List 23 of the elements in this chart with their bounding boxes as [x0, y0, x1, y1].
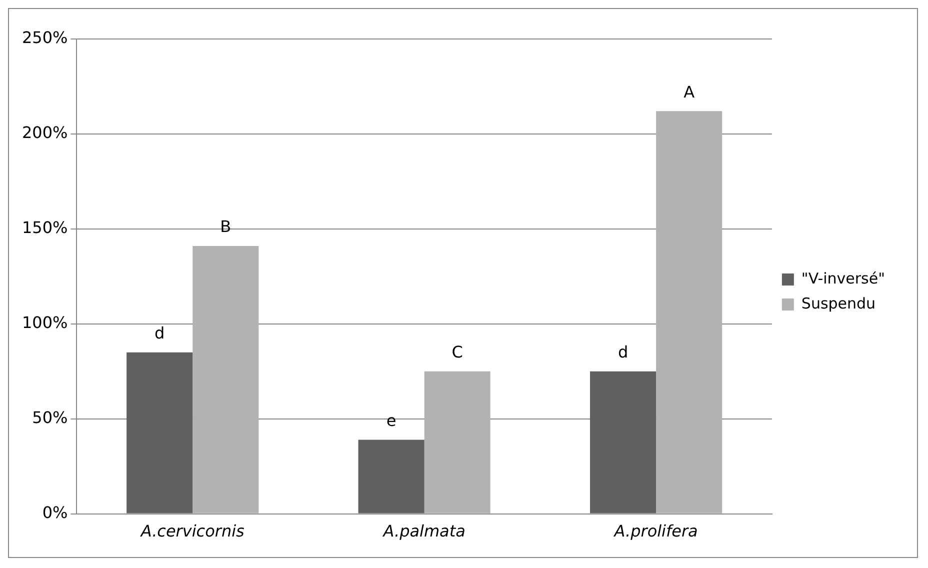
data-label: d	[154, 324, 165, 343]
data-label: B	[220, 217, 232, 236]
x-tick-label: A.palmata	[382, 522, 466, 541]
y-tick-label: 150%	[22, 218, 68, 238]
y-tick-label: 100%	[22, 313, 68, 332]
bar	[424, 371, 490, 514]
bar	[126, 352, 193, 514]
data-label: A	[684, 82, 695, 102]
y-tick-label: 50%	[32, 408, 68, 427]
x-tick-label: A.cervicornis	[140, 522, 244, 541]
bar	[656, 111, 722, 514]
bar	[358, 440, 424, 514]
data-label: C	[452, 342, 463, 362]
bar	[192, 246, 259, 514]
legend-label: Suspendu	[801, 294, 876, 312]
data-label: d	[618, 342, 628, 362]
y-tick-label: 0%	[42, 502, 68, 522]
x-tick-label: A.prolifera	[613, 522, 698, 541]
bar	[590, 371, 656, 514]
data-label: e	[386, 410, 396, 430]
y-tick-label: 200%	[22, 123, 68, 142]
legend-label: "V-inversé"	[801, 269, 886, 288]
y-tick-label: 250%	[22, 28, 68, 48]
